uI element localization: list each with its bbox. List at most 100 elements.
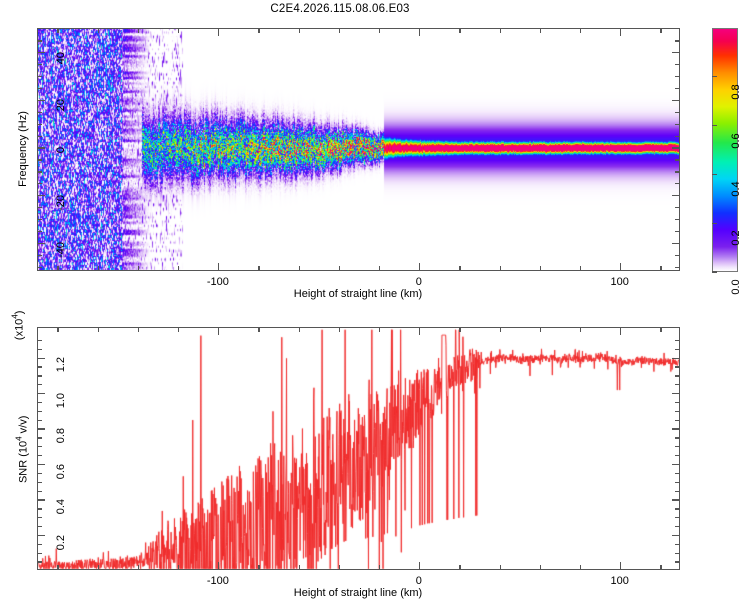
- x-tick-major: [620, 263, 622, 270]
- y-tick-major: [672, 392, 679, 395]
- x-tick-major: [218, 263, 220, 270]
- snr-x-axis-title: Height of straight line (km): [293, 587, 423, 599]
- y-tick-minor: [38, 384, 42, 386]
- y-tick-minor: [675, 339, 679, 342]
- x-tick-major: [218, 328, 220, 335]
- snr-y-tick-label: 0.2: [55, 534, 67, 550]
- spectrogram-panel: [37, 28, 680, 271]
- y-tick-minor: [38, 472, 42, 475]
- y-tick-minor: [675, 135, 679, 137]
- x-tick-major: [620, 29, 622, 36]
- y-tick-minor: [675, 561, 679, 563]
- y-tick-major: [672, 242, 679, 245]
- x-tick-minor: [660, 29, 662, 33]
- y-tick-major: [672, 499, 679, 501]
- x-tick-minor: [178, 328, 180, 332]
- x-tick-minor: [97, 565, 99, 569]
- y-tick-minor: [38, 517, 42, 519]
- figure-title: C2E4.2026.115.08.06.E03: [270, 3, 410, 15]
- y-tick-minor: [675, 410, 679, 412]
- x-tick-minor: [338, 565, 341, 569]
- y-tick-minor: [38, 348, 42, 350]
- y-tick-minor: [675, 218, 679, 221]
- y-tick-minor: [675, 526, 679, 528]
- spectrogram-image: [38, 29, 679, 270]
- x-tick-minor: [338, 29, 341, 33]
- snr-x-tick-label: 100: [610, 575, 629, 587]
- y-tick-minor: [38, 123, 42, 125]
- spectrogram-axes: [38, 29, 679, 270]
- x-tick-minor: [459, 565, 461, 569]
- spectrogram-x-tick-label: 100: [610, 276, 629, 288]
- x-tick-minor: [459, 29, 461, 33]
- y-tick-minor: [38, 401, 42, 404]
- y-tick-minor: [38, 561, 42, 563]
- y-tick-minor: [675, 40, 679, 42]
- y-tick-minor: [675, 552, 679, 554]
- y-tick-major: [672, 147, 679, 149]
- x-tick-major: [419, 29, 421, 36]
- y-tick-major: [38, 463, 45, 466]
- y-tick-major: [38, 99, 45, 102]
- y-tick-minor: [675, 171, 679, 173]
- x-tick-minor: [137, 29, 140, 33]
- y-tick-minor: [38, 455, 42, 457]
- x-tick-minor: [298, 328, 300, 332]
- y-tick-minor: [38, 207, 42, 209]
- y-tick-major: [38, 428, 45, 430]
- snr-y-exponent-label: (x104): [10, 310, 26, 341]
- y-tick-minor: [38, 135, 42, 137]
- x-tick-minor: [459, 266, 461, 270]
- x-tick-minor: [258, 565, 260, 569]
- x-tick-minor: [660, 565, 662, 569]
- y-tick-minor: [675, 543, 679, 546]
- x-tick-minor: [660, 266, 662, 270]
- x-tick-minor: [298, 565, 300, 569]
- y-tick-minor: [675, 490, 679, 492]
- y-tick-minor: [38, 230, 42, 233]
- x-tick-minor: [539, 565, 541, 569]
- y-tick-minor: [675, 401, 679, 404]
- y-tick-major: [672, 428, 679, 430]
- x-tick-minor: [57, 328, 59, 332]
- y-tick-minor: [38, 64, 42, 66]
- snr-y-tick-label: 1.2: [55, 357, 67, 373]
- y-tick-minor: [38, 410, 42, 412]
- colorbar-gradient: [712, 28, 738, 272]
- y-tick-minor: [675, 472, 679, 475]
- x-tick-minor: [499, 29, 501, 33]
- y-tick-major: [672, 534, 679, 537]
- spectrogram-y-tick-label: -20: [55, 194, 67, 211]
- x-tick-major: [218, 29, 220, 36]
- x-tick-major: [620, 328, 622, 335]
- colorbar-tick-label: 0.4: [730, 181, 742, 198]
- y-tick-minor: [38, 111, 42, 114]
- x-tick-minor: [97, 266, 99, 270]
- y-tick-minor: [38, 75, 42, 78]
- y-tick-minor: [38, 543, 42, 546]
- y-tick-minor: [675, 183, 679, 185]
- spectrogram-y-tick-label: 40: [55, 51, 67, 65]
- y-tick-minor: [38, 508, 42, 510]
- x-tick-minor: [298, 266, 300, 270]
- y-tick-major: [38, 499, 45, 501]
- colorbar-tick: [712, 125, 717, 127]
- x-tick-major: [419, 328, 421, 335]
- y-tick-minor: [675, 64, 679, 66]
- snr-trace: [38, 328, 679, 569]
- colorbar-tick-label: 0.2: [730, 230, 742, 246]
- y-tick-minor: [675, 508, 679, 510]
- y-tick-major: [672, 463, 679, 466]
- y-tick-minor: [675, 375, 679, 377]
- snr-x-tick-label: -100: [206, 575, 229, 587]
- y-tick-minor: [675, 230, 679, 233]
- x-tick-minor: [579, 328, 582, 332]
- y-tick-minor: [38, 552, 42, 554]
- snr-y-tick-label: 1.0: [55, 392, 67, 408]
- x-tick-minor: [378, 565, 381, 569]
- y-tick-minor: [38, 526, 42, 528]
- y-tick-minor: [38, 366, 42, 368]
- y-tick-major: [672, 99, 679, 102]
- y-tick-major: [38, 392, 45, 395]
- snr-y-tick-label: 0.6: [55, 463, 67, 479]
